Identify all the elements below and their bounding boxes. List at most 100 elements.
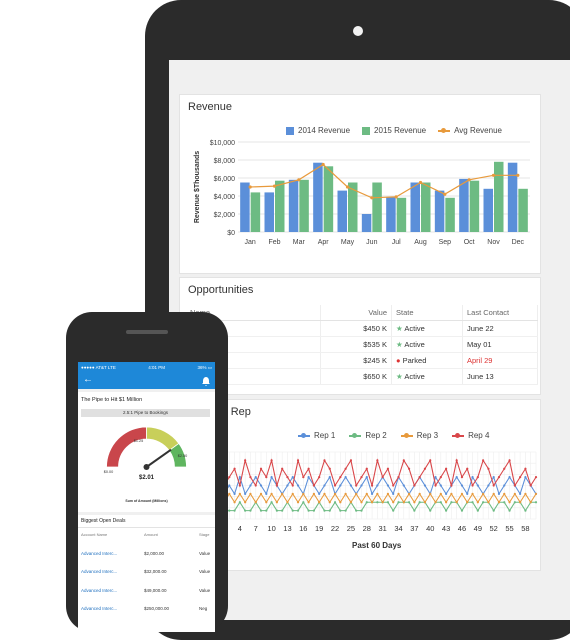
point-rep-3 bbox=[534, 492, 538, 495]
x-tick-label: 28 bbox=[363, 524, 371, 533]
point-rep-1 bbox=[423, 484, 427, 487]
phone-screen: ●●●●● AT&T LTE 4:01 PM 36% ▭ ← The Pipe … bbox=[78, 362, 215, 632]
row-value: $650 K bbox=[320, 368, 392, 385]
point-rep-3 bbox=[275, 501, 278, 504]
series-line-rep-1 bbox=[223, 475, 537, 496]
point-rep-4 bbox=[302, 476, 305, 479]
x-tick-label: 43 bbox=[442, 524, 450, 533]
point-rep-2 bbox=[439, 501, 442, 504]
point-rep-1 bbox=[318, 492, 321, 495]
bar-2015 bbox=[250, 192, 261, 232]
point-rep-3 bbox=[259, 492, 263, 495]
table-row[interactable]: as Inc $245 K ● Parked April 29 bbox=[186, 352, 538, 369]
deals-col-name[interactable]: Account Name bbox=[81, 532, 108, 537]
point-rep-2 bbox=[482, 501, 485, 504]
point-rep-2 bbox=[471, 501, 474, 504]
table-row[interactable]: rprises $535 K ★ Active May 01 bbox=[186, 336, 538, 353]
point-rep-3 bbox=[265, 501, 268, 504]
point-rep-1 bbox=[286, 484, 289, 487]
point-rep-1 bbox=[323, 484, 326, 487]
point-rep-2 bbox=[476, 509, 479, 512]
point-rep-4 bbox=[254, 484, 257, 487]
point-rep-1 bbox=[376, 484, 379, 487]
status-bar: ●●●●● AT&T LTE 4:01 PM 36% ▭ bbox=[78, 362, 215, 373]
y-tick-label: $6,000 bbox=[214, 176, 236, 183]
x-tick-label: Apr bbox=[318, 239, 330, 246]
back-arrow-icon[interactable]: ← bbox=[83, 374, 93, 385]
point-rep-2 bbox=[413, 509, 416, 512]
point-rep-4 bbox=[233, 467, 236, 470]
legend-avg: Avg Revenue bbox=[438, 126, 502, 135]
point-rep-1 bbox=[370, 492, 374, 495]
row-state: ★ Active bbox=[391, 336, 463, 353]
bar-2014 bbox=[434, 190, 445, 232]
row-contact: June 13 bbox=[462, 368, 538, 385]
deals-col-amount[interactable]: Amount bbox=[144, 532, 158, 537]
point-rep-4 bbox=[249, 476, 252, 479]
bar-2014 bbox=[288, 179, 299, 232]
point-rep-1 bbox=[503, 484, 506, 487]
point-rep-4 bbox=[497, 476, 501, 479]
point-rep-4 bbox=[312, 484, 315, 487]
point-rep-3 bbox=[339, 501, 342, 504]
x-tick-label: 55 bbox=[505, 524, 513, 533]
deal-name[interactable]: Advanced Interc... bbox=[81, 569, 118, 574]
table-row[interactable]: nch Inc $450 K ★ Active June 22 bbox=[186, 320, 538, 337]
point-rep-4 bbox=[392, 484, 395, 487]
point-rep-3 bbox=[460, 492, 464, 495]
point-rep-4 bbox=[360, 476, 363, 479]
point-rep-3 bbox=[407, 492, 411, 495]
point-rep-4 bbox=[344, 467, 347, 470]
point-rep-3 bbox=[355, 492, 358, 495]
point-rep-3 bbox=[439, 492, 442, 495]
point-rep-1 bbox=[291, 476, 294, 479]
nav-bar: ← bbox=[78, 373, 215, 389]
point-rep-4 bbox=[450, 484, 453, 487]
gauge-green-band bbox=[168, 442, 187, 468]
point-rep-2 bbox=[323, 509, 326, 512]
series-line-rep-3 bbox=[223, 492, 537, 504]
point-rep-3 bbox=[333, 492, 337, 495]
deal-amount: $2,000.00 bbox=[144, 551, 165, 556]
x-tick-label: Jul bbox=[392, 239, 401, 246]
x-tick-label: 19 bbox=[315, 524, 323, 533]
point-rep-3 bbox=[434, 501, 437, 504]
x-tick-label: Sep bbox=[439, 239, 452, 246]
point-rep-3 bbox=[312, 492, 315, 495]
deal-name[interactable]: Advanced Interc... bbox=[81, 588, 118, 593]
rep-legend: Rep 1 Rep 2 Rep 3 Rep 4 bbox=[298, 431, 489, 440]
point-rep-4 bbox=[513, 484, 516, 487]
point-rep-3 bbox=[244, 501, 247, 504]
point-rep-3 bbox=[455, 501, 458, 504]
table-row[interactable]: ers $650 K ★ Active June 13 bbox=[186, 368, 538, 385]
alert-icon: ● bbox=[396, 356, 401, 365]
col-value[interactable]: Value bbox=[320, 305, 392, 321]
point-rep-3 bbox=[381, 501, 384, 504]
point-rep-4 bbox=[275, 484, 278, 487]
point-rep-2 bbox=[296, 509, 300, 512]
col-last-contact[interactable]: Last Contact bbox=[462, 305, 538, 321]
col-state[interactable]: State bbox=[391, 305, 463, 321]
pipe-card: The Pipe to Hit $1 Million 2.5:1 Pipe to… bbox=[78, 392, 215, 512]
point-rep-4 bbox=[238, 484, 241, 487]
point-rep-4 bbox=[370, 484, 374, 487]
point-rep-3 bbox=[471, 492, 474, 495]
point-rep-4 bbox=[439, 476, 442, 479]
x-tick-label: 10 bbox=[267, 524, 275, 533]
point-rep-3 bbox=[238, 492, 241, 495]
x-tick-label: 25 bbox=[347, 524, 355, 533]
deal-amount: $49,000.00 bbox=[144, 588, 167, 593]
deals-col-stage[interactable]: Stage bbox=[199, 532, 210, 537]
deal-name[interactable]: Advanced Interc... bbox=[81, 606, 118, 611]
point-rep-4 bbox=[281, 467, 284, 470]
phone-frame: ●●●●● AT&T LTE 4:01 PM 36% ▭ ← The Pipe … bbox=[66, 312, 228, 632]
point-rep-3 bbox=[513, 492, 516, 495]
deal-name[interactable]: Advanced Interc... bbox=[81, 551, 118, 556]
x-tick-label: 34 bbox=[394, 524, 402, 533]
point-rep-3 bbox=[423, 501, 427, 504]
bell-icon[interactable] bbox=[202, 377, 210, 386]
bar-2015 bbox=[518, 188, 528, 232]
point-rep-4 bbox=[307, 467, 310, 470]
point-rep-3 bbox=[254, 501, 257, 504]
point-rep-1 bbox=[233, 492, 236, 495]
